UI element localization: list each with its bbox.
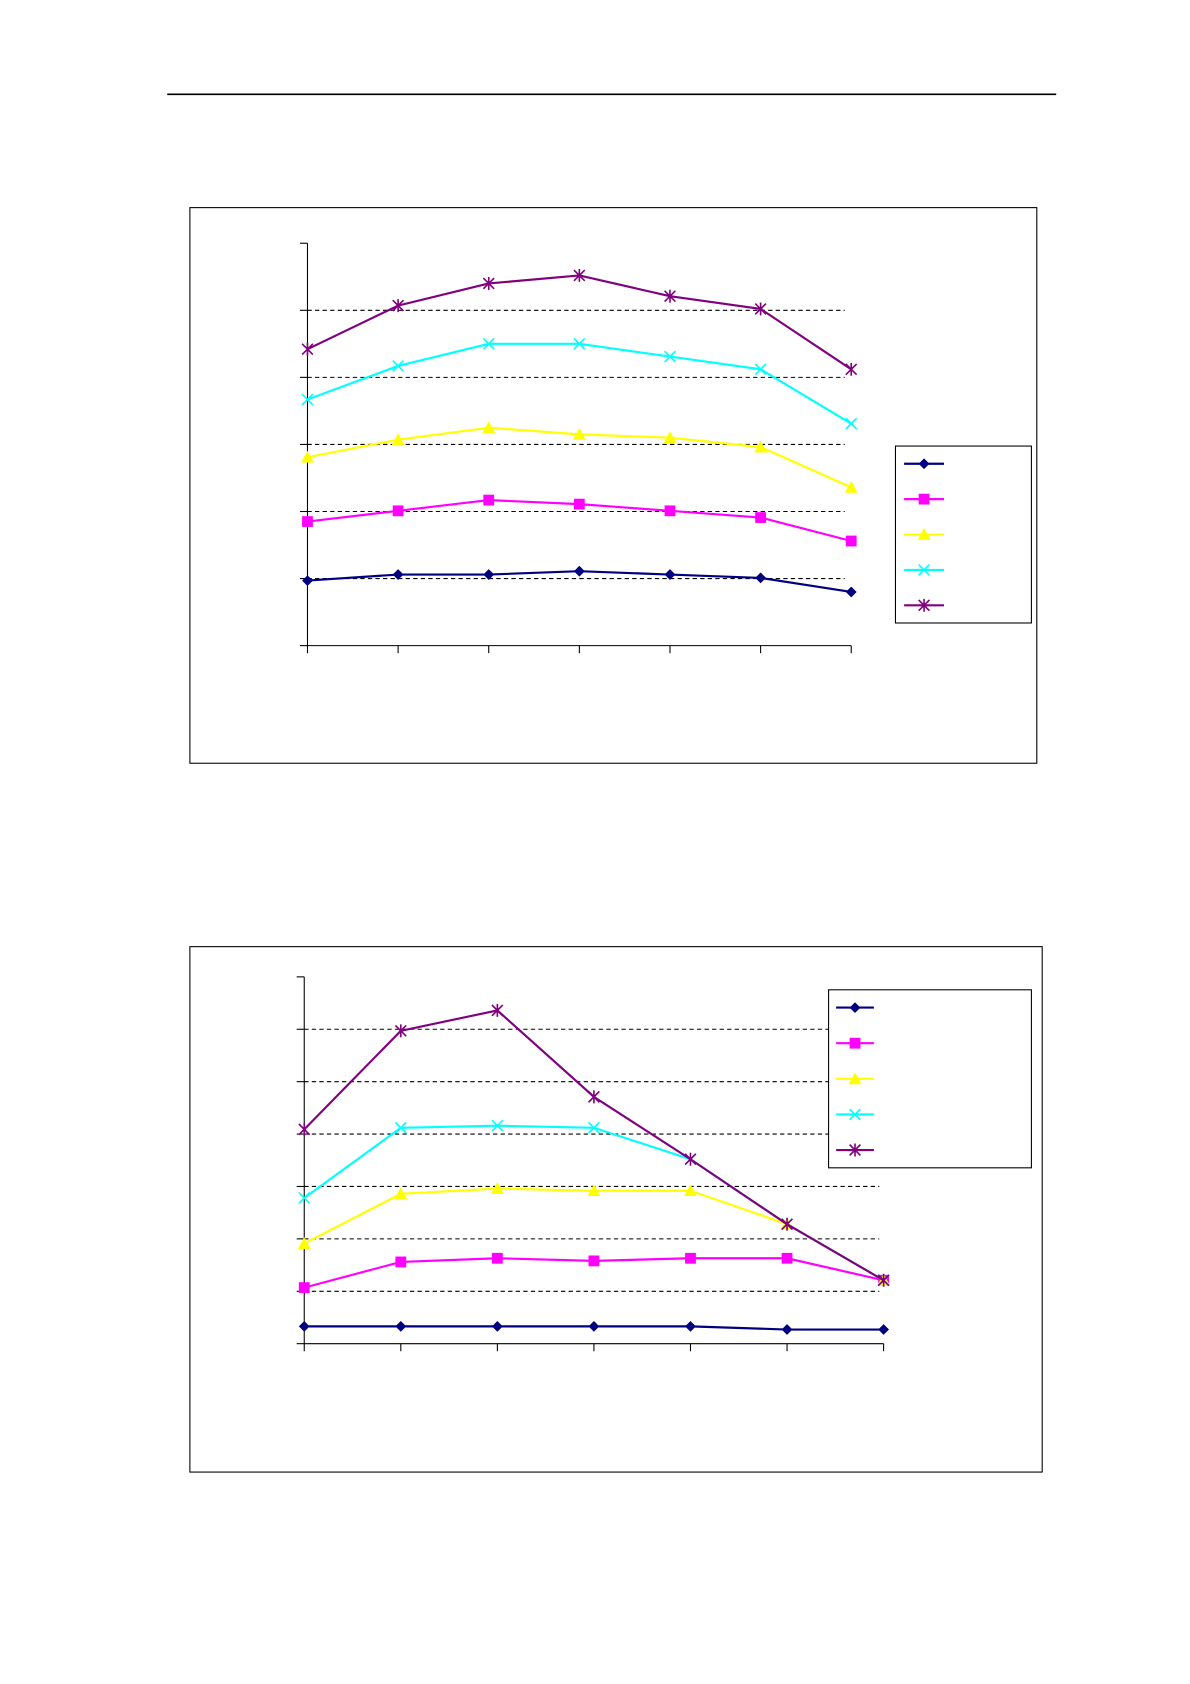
marker — [392, 299, 405, 313]
marker — [573, 337, 586, 350]
marker — [664, 505, 676, 517]
marker — [587, 1121, 600, 1134]
marker — [685, 1252, 696, 1264]
marker — [754, 440, 768, 453]
marker — [482, 276, 495, 290]
marker — [301, 393, 314, 406]
marker — [482, 337, 495, 350]
marker — [845, 535, 857, 547]
marker — [588, 1320, 600, 1332]
marker — [298, 1282, 310, 1294]
marker — [391, 433, 405, 446]
marker — [392, 505, 404, 517]
marker — [845, 362, 858, 376]
legend-marker — [918, 598, 931, 612]
marker — [298, 1122, 311, 1136]
chart — [189, 946, 1043, 1473]
marker — [754, 302, 767, 316]
marker — [755, 572, 767, 584]
marker — [394, 1187, 408, 1200]
legend-marker — [849, 1002, 861, 1014]
legend-marker — [849, 1108, 861, 1121]
marker — [301, 342, 314, 356]
marker — [298, 1192, 311, 1204]
legend — [828, 989, 1032, 1169]
marker — [781, 1252, 793, 1264]
marker — [302, 516, 313, 527]
marker — [664, 569, 676, 580]
marker — [684, 1184, 697, 1197]
marker — [392, 359, 405, 372]
marker — [877, 1273, 890, 1287]
chart — [189, 207, 1038, 764]
marker — [664, 289, 676, 303]
marker — [297, 1237, 311, 1249]
marker — [482, 421, 496, 434]
marker — [573, 498, 585, 510]
marker — [572, 427, 586, 440]
marker — [490, 1182, 504, 1194]
marker — [573, 565, 585, 577]
marker — [685, 1320, 696, 1332]
legend-marker — [849, 1037, 861, 1049]
marker — [781, 1217, 794, 1231]
marker — [483, 494, 495, 506]
marker — [394, 1121, 407, 1134]
marker — [663, 431, 677, 444]
marker — [483, 569, 495, 580]
marker — [845, 586, 857, 598]
legend-marker — [848, 1072, 862, 1085]
legend-marker — [917, 528, 931, 540]
marker — [844, 480, 858, 493]
marker — [664, 350, 676, 363]
marker — [754, 363, 767, 376]
legend-marker — [849, 1143, 861, 1157]
marker — [684, 1152, 697, 1166]
marker — [491, 1003, 504, 1017]
marker — [587, 1090, 600, 1104]
legend-marker — [918, 493, 930, 505]
marker — [587, 1184, 601, 1197]
marker — [301, 450, 314, 463]
legend-marker — [918, 563, 931, 576]
marker — [573, 268, 586, 282]
marker — [491, 1252, 503, 1264]
marker — [755, 512, 767, 523]
marker — [845, 417, 858, 430]
marker — [394, 1024, 407, 1038]
marker — [395, 1256, 407, 1268]
legend — [894, 445, 1032, 624]
marker — [588, 1255, 600, 1267]
marker — [491, 1119, 504, 1132]
